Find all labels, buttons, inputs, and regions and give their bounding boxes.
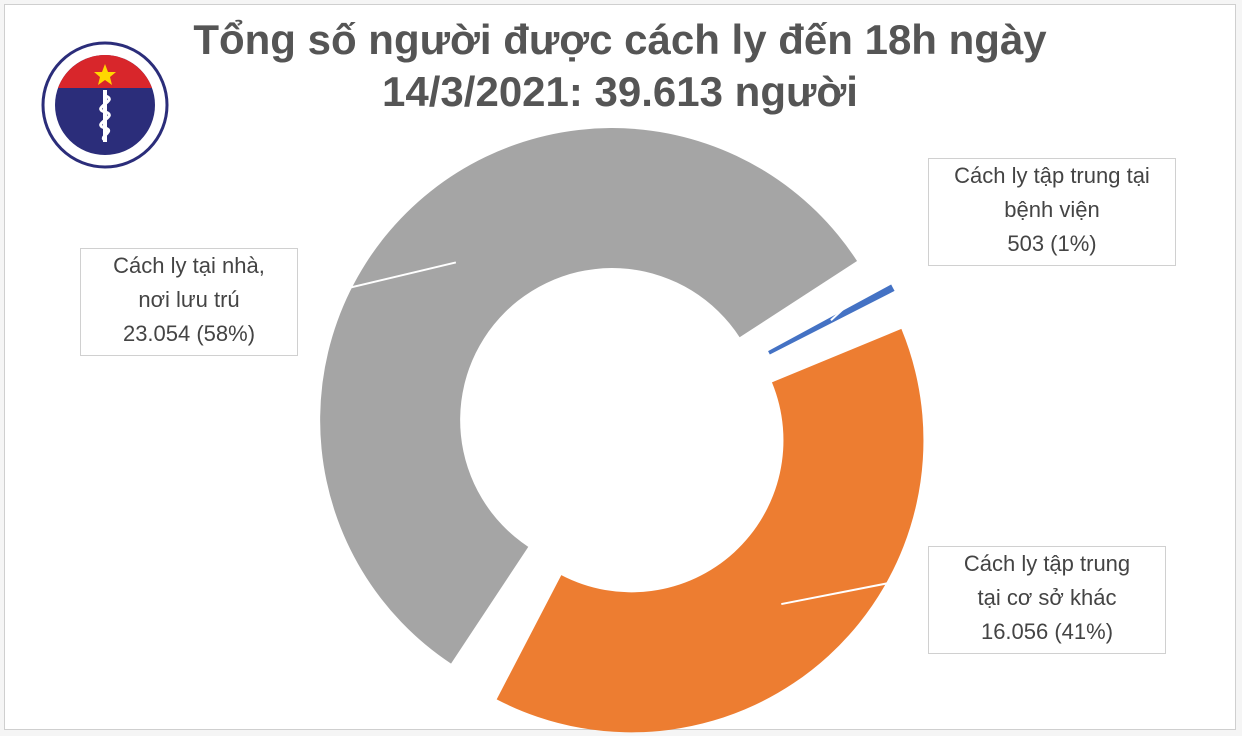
- leader-line-home: [297, 261, 457, 301]
- chart-title: Tổng số người được cách ly đến 18h ngày …: [170, 14, 1070, 118]
- callout-hospital: Cách ly tập trung tại bệnh viện 503 (1%): [928, 158, 1176, 266]
- ministry-of-health-logo: [41, 41, 169, 169]
- callout-hospital-value: 503 (1%): [1007, 231, 1097, 256]
- leader-line-hospital: [830, 229, 931, 321]
- callout-other-line-1: Cách ly tập trung: [963, 551, 1131, 576]
- donut-slice-other: [496, 328, 924, 733]
- callout-hospital-line-2: bệnh viện: [1004, 197, 1100, 222]
- callout-home-line-1: Cách ly tại nhà,: [113, 253, 265, 278]
- callout-hospital-line-1: Cách ly tập trung tại: [954, 163, 1150, 188]
- callout-home-value: 23.054 (58%): [122, 321, 256, 346]
- callout-home: Cách ly tại nhà, nơi lưu trú 23.054 (58%…: [80, 248, 298, 356]
- title-line-2: 14/3/2021: 39.613 người: [382, 68, 858, 115]
- leader-line-other: [781, 574, 931, 606]
- callout-other-line-2: tại cơ sở khác: [977, 585, 1117, 610]
- callout-home-line-2: nơi lưu trú: [138, 287, 240, 312]
- title-line-1: Tổng số người được cách ly đến 18h ngày: [193, 16, 1047, 63]
- callout-other-value: 16.056 (41%): [980, 619, 1114, 644]
- callout-other: Cách ly tập trung tại cơ sở khác 16.056 …: [928, 546, 1166, 654]
